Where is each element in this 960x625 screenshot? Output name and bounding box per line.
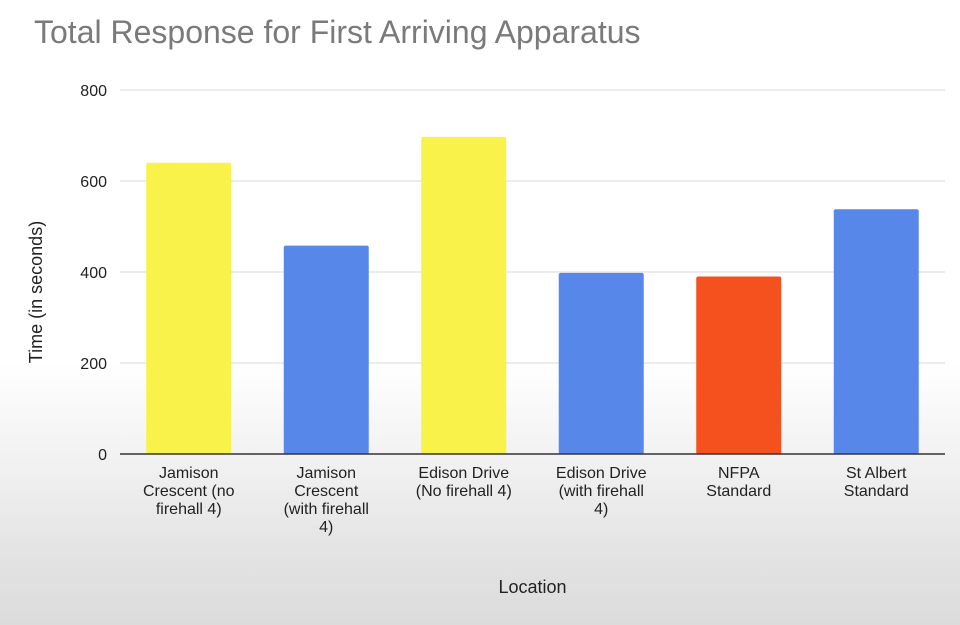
x-category-label-line: (with firehall [284,501,369,518]
x-category-label: Edison Drive (with firehall 4) [556,465,647,518]
x-category-label-line: NFPA [718,465,760,482]
x-category-label-line: firehall 4) [156,501,222,518]
x-category-label-line: Edison Drive [418,465,509,482]
gridlines [120,89,945,364]
x-category-label-line: Standard [706,483,771,500]
x-category-label-line: Crescent (no [143,483,235,500]
y-tick-label: 800 [80,83,107,100]
y-axis-title: Time (in seconds) [26,221,46,363]
x-category-label-line: Edison Drive [556,465,647,482]
bar-4 [558,272,644,454]
y-tick-label: 400 [80,265,107,282]
x-axis-title: Location [498,577,566,597]
x-category-label: Edison Drive (No firehall 4) [416,465,512,500]
y-tick-label: 200 [80,356,107,373]
bar-1 [146,162,232,455]
bar-2 [283,245,369,454]
x-category-label-line: Jamison [296,465,356,482]
x-category-label-line: 4) [319,519,333,536]
y-tick-label: 0 [98,447,107,464]
x-category-label-line: Standard [844,483,909,500]
x-category-label-line: (No firehall 4) [416,483,512,500]
x-category-label: St Albert Standard [844,465,909,500]
x-category-label: NFPA Standard [706,465,771,500]
x-category-label-line: (with firehall [559,483,644,500]
x-category-label-line: Jamison [159,465,219,482]
x-category-label-line: Crescent [294,483,359,500]
y-tick-label: 600 [80,174,107,191]
bar-6 [833,209,919,454]
bar-5 [696,276,782,454]
x-category-label-line: St Albert [846,465,907,482]
chart-title: Total Response for First Arriving Appara… [34,14,641,50]
x-category-label: Jamison Crescent (with firehall 4) [284,465,369,536]
x-category-label: Jamison Crescent (no firehall 4) [143,465,235,518]
bars [146,136,919,455]
x-category-label-line: 4) [594,501,608,518]
bar-3 [421,136,507,455]
